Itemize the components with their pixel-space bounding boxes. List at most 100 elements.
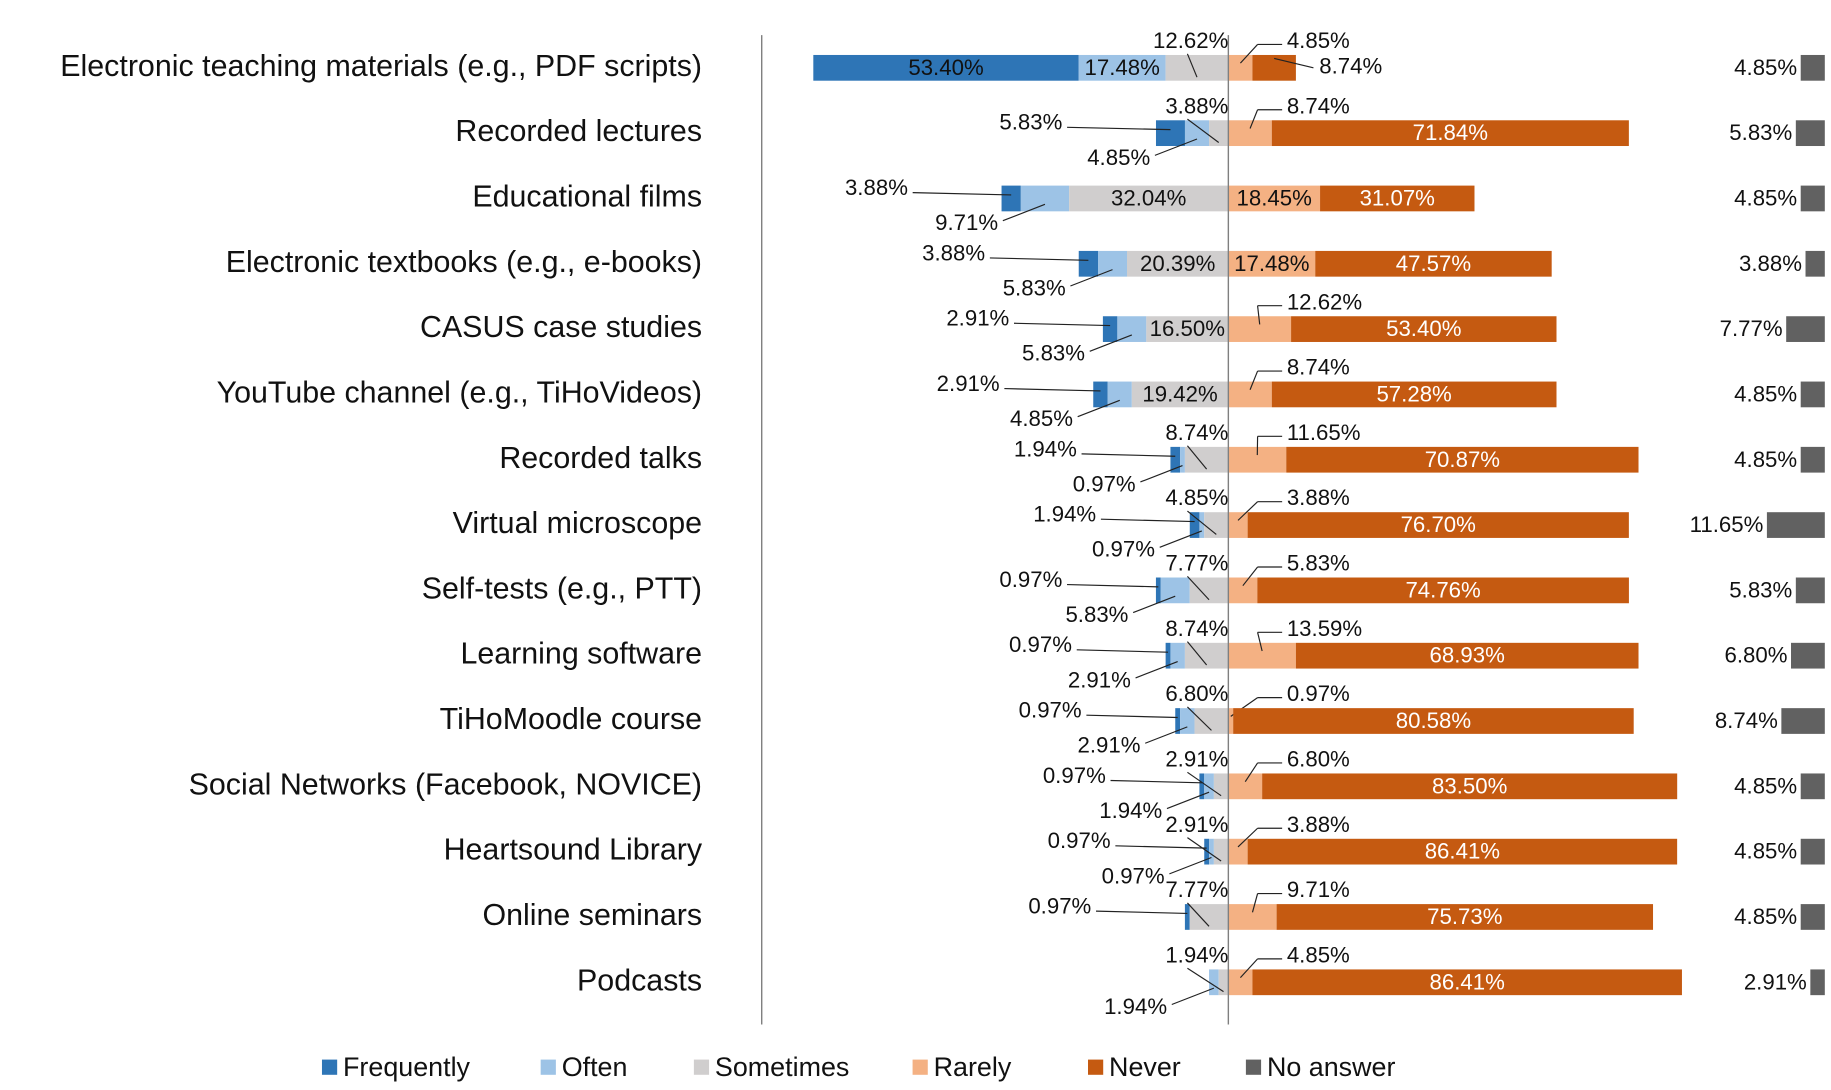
leader-line <box>1187 967 1224 993</box>
leader-line <box>1187 837 1222 862</box>
leader-line <box>1186 53 1198 78</box>
bar-segment <box>1146 316 1229 342</box>
value-label: 0.97% <box>1028 893 1091 918</box>
bar-segment <box>1228 642 1296 669</box>
leader-line <box>1076 649 1169 653</box>
value-label: 31.07% <box>1360 186 1435 211</box>
bar-segment <box>1020 185 1070 212</box>
value-label: 80.58% <box>1396 708 1471 733</box>
leader-line <box>1004 387 1101 392</box>
leader-line <box>1249 109 1259 129</box>
bar-segment <box>1228 708 1234 734</box>
value-label: 12.62% <box>1287 289 1362 314</box>
value-label: 11.65% <box>1287 420 1361 445</box>
value-label: 5.83% <box>1287 551 1350 576</box>
value-label: 2.91% <box>1068 667 1131 692</box>
value-label: 2.91% <box>937 371 1000 396</box>
leader-line <box>1135 660 1178 679</box>
leader-line <box>1257 632 1263 652</box>
bar-segment <box>1276 904 1654 930</box>
leader-line <box>1187 510 1217 535</box>
bar-segment <box>1180 708 1195 734</box>
bar-segment <box>1204 512 1229 538</box>
bar-segment <box>1766 512 1825 538</box>
value-label: 4.85% <box>1287 942 1350 967</box>
value-label: 0.97% <box>1043 763 1106 788</box>
value-label: 5.83% <box>1729 120 1792 145</box>
value-label: 2.91% <box>1165 812 1228 837</box>
legend-swatch <box>321 1059 338 1075</box>
leader-line <box>989 257 1089 261</box>
value-label: 74.76% <box>1405 577 1480 602</box>
legend-label: Often <box>562 1052 628 1082</box>
value-label: 12.62% <box>1153 28 1228 53</box>
leader-line <box>1251 893 1259 913</box>
value-label: 0.97% <box>1073 471 1136 496</box>
value-label: 83.50% <box>1432 773 1507 798</box>
leader-line <box>1186 445 1208 470</box>
leader-line <box>1159 530 1203 548</box>
bar-segment <box>1078 54 1166 81</box>
bar-segment <box>1209 838 1214 865</box>
bar-segment <box>1228 838 1248 865</box>
leader-line <box>1171 987 1215 1006</box>
bar-segment <box>1117 316 1147 342</box>
value-label: 6.80% <box>1724 643 1787 668</box>
bar-segment <box>1286 446 1639 473</box>
value-label: 57.28% <box>1376 381 1451 406</box>
category-label: TiHoMoodle course <box>440 702 702 736</box>
value-label: 5.83% <box>1003 275 1066 300</box>
legend-swatch <box>1088 1059 1104 1075</box>
bar-segment <box>1098 250 1128 277</box>
value-label: 6.80% <box>1165 681 1228 706</box>
value-label: 8.74% <box>1715 708 1778 733</box>
bar-segment <box>1175 708 1181 734</box>
value-label: 53.40% <box>1386 316 1461 341</box>
bar-segment <box>1228 381 1272 408</box>
leader-line <box>1239 958 1259 979</box>
bar-segment <box>1800 185 1825 212</box>
bar-segment <box>813 54 1079 81</box>
value-label: 4.85% <box>1734 773 1797 798</box>
category-label: Electronic teaching materials (e.g., PDF… <box>60 49 702 83</box>
bar-segment <box>1228 185 1321 212</box>
value-label: 8.74% <box>1165 616 1228 641</box>
bar-segment <box>1291 316 1557 342</box>
category-label: CASUS case studies <box>420 310 702 344</box>
legend-swatch <box>540 1059 556 1075</box>
bar-segment <box>1127 250 1229 277</box>
leader-line <box>1239 44 1259 64</box>
bar-segment <box>1262 773 1678 800</box>
bar-segment <box>1078 250 1099 277</box>
category-label: Learning software <box>460 637 702 671</box>
value-label: 3.88% <box>1739 251 1802 276</box>
bar-segment <box>1228 512 1248 538</box>
value-label: 86.41% <box>1430 969 1505 994</box>
bar-segment <box>1093 381 1108 408</box>
leader-line <box>1186 902 1210 927</box>
value-label: 4.85% <box>1734 904 1797 929</box>
bar-segment <box>1218 969 1229 996</box>
value-label: 8.74% <box>1287 355 1350 380</box>
leader-line <box>1100 518 1195 523</box>
value-label: 4.85% <box>1087 145 1150 170</box>
category-label: Online seminars <box>482 898 702 932</box>
bar-segment <box>1800 904 1825 930</box>
leader-line <box>1154 138 1198 156</box>
leader-line <box>1067 583 1159 588</box>
bar-segment <box>1228 250 1316 277</box>
leader-line <box>1002 203 1046 222</box>
value-label: 1.94% <box>1104 994 1167 1019</box>
plot: 53.40% 17.48%12.62% 4.85%8.74% 4.85%5.83%4.… <box>813 28 1825 1019</box>
value-label: 17.48% <box>1084 55 1159 80</box>
bar-segment <box>1170 446 1181 473</box>
value-label: 0.97% <box>1019 698 1082 723</box>
leader-line <box>1237 827 1258 848</box>
bar-segment <box>1001 185 1021 212</box>
bar-segment <box>1786 316 1825 342</box>
value-label: 4.85% <box>1734 447 1797 472</box>
bar-segment <box>1795 120 1825 147</box>
value-label: 3.88% <box>1287 812 1350 837</box>
